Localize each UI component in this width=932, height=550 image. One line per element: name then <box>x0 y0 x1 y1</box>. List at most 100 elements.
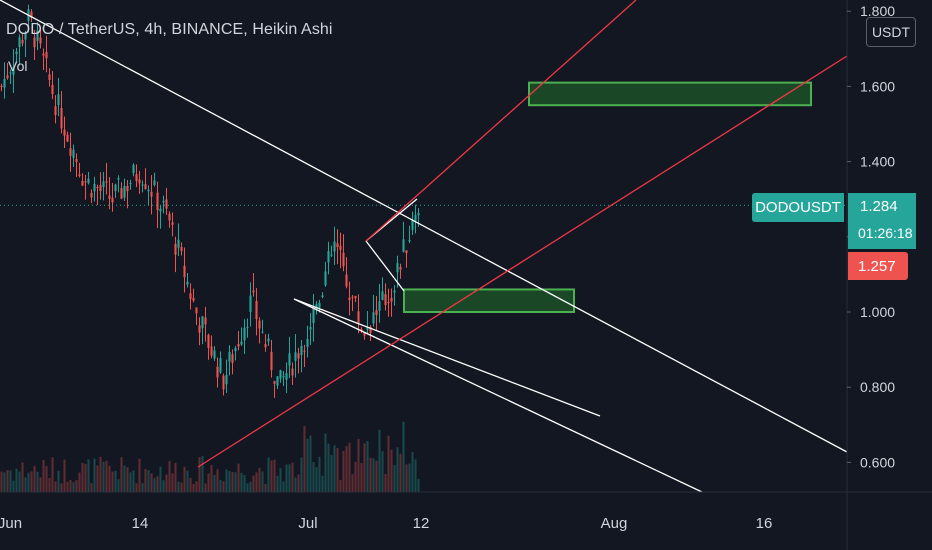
volume-bar <box>108 465 111 492</box>
volume-bar <box>105 460 108 492</box>
volume-bar <box>87 459 90 492</box>
volume-bar <box>93 458 96 492</box>
candle-body <box>387 302 390 304</box>
volume-bar <box>42 459 45 492</box>
x-tick-label: 12 <box>413 515 430 532</box>
volume-bar <box>216 469 219 492</box>
volume-bar <box>24 477 27 492</box>
y-tick-label: 0.800 <box>860 379 895 395</box>
candle-body <box>186 281 189 285</box>
volume-bar <box>288 464 291 492</box>
volume-bar <box>396 447 399 492</box>
candle-body <box>174 243 177 255</box>
volume-bar <box>18 471 21 492</box>
white-trendline <box>293 298 601 417</box>
candle-body <box>33 37 36 48</box>
volume-bar <box>291 462 294 492</box>
volume-bar <box>225 469 228 492</box>
volume-bar <box>210 464 213 492</box>
candle-body <box>375 310 378 316</box>
candle-body <box>180 247 183 251</box>
candle-body <box>87 178 90 184</box>
candle-body <box>417 212 420 216</box>
volume-bar <box>123 465 126 492</box>
candle-body <box>51 84 54 95</box>
candle-body <box>15 51 18 55</box>
candle-body <box>237 344 240 347</box>
volume-bar <box>369 457 372 492</box>
candle-body <box>327 251 330 263</box>
candle-body <box>405 250 408 253</box>
volume-bar <box>237 463 240 492</box>
volume-bar <box>102 461 105 492</box>
volume-bar <box>33 465 36 492</box>
candle-body <box>354 295 357 299</box>
symbol-header[interactable]: DODO / TetherUS, 4h, BINANCE, Heikin Ash… <box>6 21 333 38</box>
volume-bar <box>231 471 234 492</box>
candle-body <box>90 192 93 198</box>
volume-bar <box>54 481 57 492</box>
volume-bar <box>78 472 81 492</box>
volume-bar <box>6 470 9 492</box>
volume-bar <box>159 466 162 492</box>
x-tick-label: Aug <box>601 515 628 532</box>
candle-body <box>342 252 345 267</box>
candle-body <box>72 149 75 158</box>
candle-body <box>411 220 414 230</box>
candle-body <box>0 85 3 87</box>
candle-body <box>42 53 45 56</box>
candle-body <box>264 344 267 348</box>
candle-body <box>294 352 297 361</box>
candle-body <box>111 197 114 203</box>
candle-body <box>273 381 276 384</box>
volume-bar <box>336 447 339 492</box>
y-tick-label: 1.400 <box>860 154 895 170</box>
candle-body <box>231 354 234 363</box>
volume-bar <box>45 466 48 492</box>
volume-bar <box>63 459 66 492</box>
currency-button[interactable]: USDT <box>866 17 916 47</box>
volume-bar <box>138 458 141 492</box>
trend-drawings <box>0 0 848 493</box>
volume-bar <box>147 470 150 492</box>
volume-bar <box>21 462 24 492</box>
y-tick-label: 0.600 <box>860 454 895 470</box>
candle-body <box>402 239 405 252</box>
candle-body <box>45 52 48 59</box>
volume-bar <box>39 477 42 492</box>
candle-body <box>390 297 393 302</box>
candle-body <box>267 338 270 342</box>
volume-bar <box>3 472 6 492</box>
candle-body <box>351 296 354 298</box>
volume-bar <box>357 439 360 492</box>
volume-bar <box>141 483 144 492</box>
candle-body <box>384 294 387 306</box>
volume-bar <box>402 421 405 492</box>
volume-bar <box>192 483 195 492</box>
volume-bar <box>375 460 378 492</box>
candle-body <box>363 332 366 336</box>
volume-bar <box>240 472 243 492</box>
candle-body <box>357 311 360 323</box>
candle-body <box>333 241 336 252</box>
volume-bar <box>345 446 348 492</box>
candle-body <box>21 39 24 44</box>
volume-bar <box>258 467 261 492</box>
volume-bar <box>72 482 75 492</box>
candle-body <box>261 331 264 333</box>
candle-body <box>132 164 135 174</box>
candle-body <box>9 72 12 74</box>
candle-body <box>105 181 108 183</box>
volume-bar <box>66 481 69 492</box>
candle-body <box>198 325 201 333</box>
volume-bar <box>219 479 222 492</box>
candle-body <box>285 373 288 380</box>
current-price-tag: 1.284 01:26:18 <box>848 193 916 249</box>
candle-body <box>177 239 180 248</box>
candle-body <box>84 181 87 183</box>
x-tick-label: 14 <box>132 515 149 532</box>
candle-body <box>207 334 210 348</box>
volume-bar <box>408 463 411 492</box>
volume-bar <box>417 478 420 492</box>
